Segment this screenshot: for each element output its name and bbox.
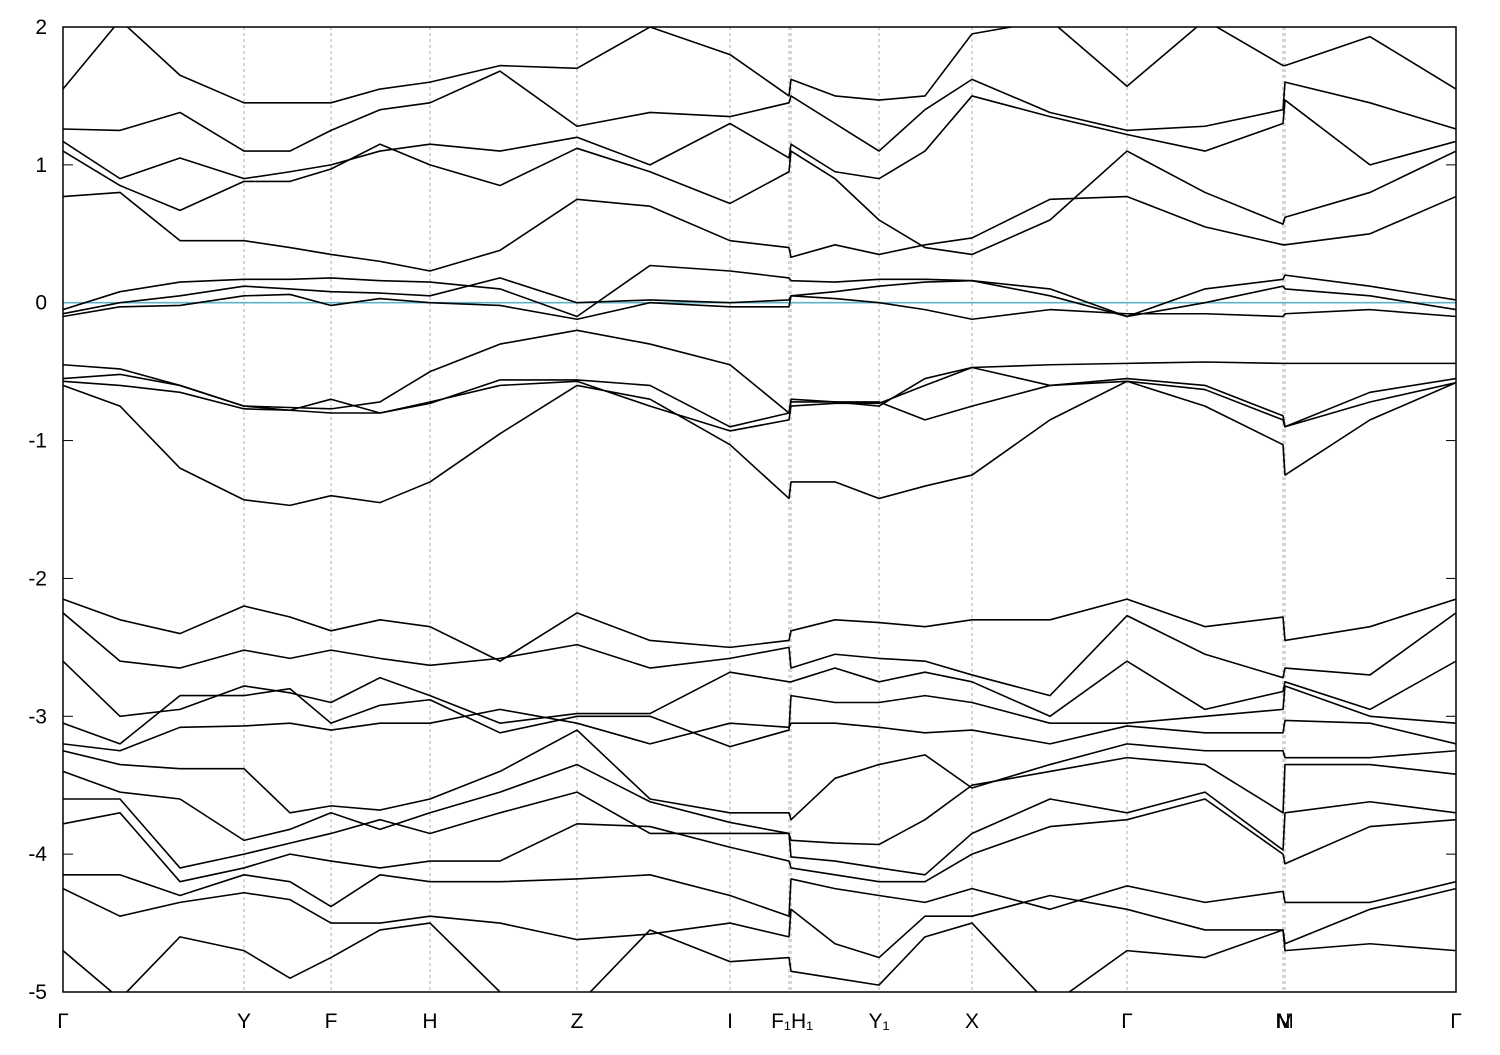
- x-tick-label: Y₁: [868, 1010, 889, 1033]
- band-line: [63, 612, 1456, 697]
- y-tick-label: -2: [28, 567, 47, 590]
- band-line: [63, 27, 1456, 104]
- x-tick-label: Y: [237, 1010, 251, 1033]
- x-tick-label: H₁: [791, 1010, 813, 1033]
- band-line: [63, 191, 1456, 272]
- x-tick-label: Z: [571, 1010, 584, 1033]
- x-tick-label: I: [727, 1010, 733, 1033]
- band-line: [63, 729, 1456, 821]
- y-tick-label: 0: [35, 292, 47, 315]
- band-line: [63, 293, 1456, 321]
- band-line: [63, 373, 1456, 428]
- band-line: [63, 277, 1456, 318]
- band-line: [63, 708, 1456, 752]
- band-line: [63, 264, 1456, 318]
- y-tick-label: 1: [35, 154, 47, 177]
- x-tick-label: F: [325, 1010, 338, 1033]
- band-line: [63, 660, 1456, 724]
- x-tick-label: N: [1275, 1010, 1290, 1033]
- band-line: [63, 70, 1456, 152]
- plot-frame: [62, 26, 1457, 993]
- band-line: [63, 922, 1456, 992]
- x-tick-label: X: [965, 1010, 979, 1033]
- x-tick-label: Γ: [1121, 1010, 1133, 1033]
- band-line: [63, 798, 1456, 883]
- band-line: [63, 329, 1456, 414]
- band-line: [63, 598, 1456, 662]
- band-line: [63, 366, 1456, 432]
- x-tick-label: Γ: [57, 1010, 69, 1033]
- x-tick-label: M: [1276, 1010, 1294, 1033]
- y-tick-label: -4: [28, 843, 47, 866]
- bands: [63, 27, 1456, 992]
- x-tick-label: F₁: [771, 1010, 791, 1033]
- band-line: [63, 685, 1456, 748]
- band-line: [63, 95, 1456, 180]
- band-line: [63, 791, 1456, 876]
- y-tick-label: -5: [28, 981, 47, 1004]
- y-tick-label: -1: [28, 430, 47, 453]
- band-line: [63, 143, 1456, 256]
- x-tick-label: Γ: [1450, 1010, 1462, 1033]
- x-tick-label: H: [422, 1010, 437, 1033]
- band-line: [63, 756, 1456, 846]
- y-tick-label: -3: [28, 705, 47, 728]
- tick-labels: -5 -4 -3 -2 -1 0 1 2 Γ Y F H Z I F₁ H₁ Y₁ X Γ NM Γ: [28, 16, 1461, 1033]
- y-tick-label: 2: [35, 16, 47, 39]
- band-line: [63, 874, 1456, 917]
- band-line: [63, 380, 1456, 507]
- band-line: [63, 887, 1456, 959]
